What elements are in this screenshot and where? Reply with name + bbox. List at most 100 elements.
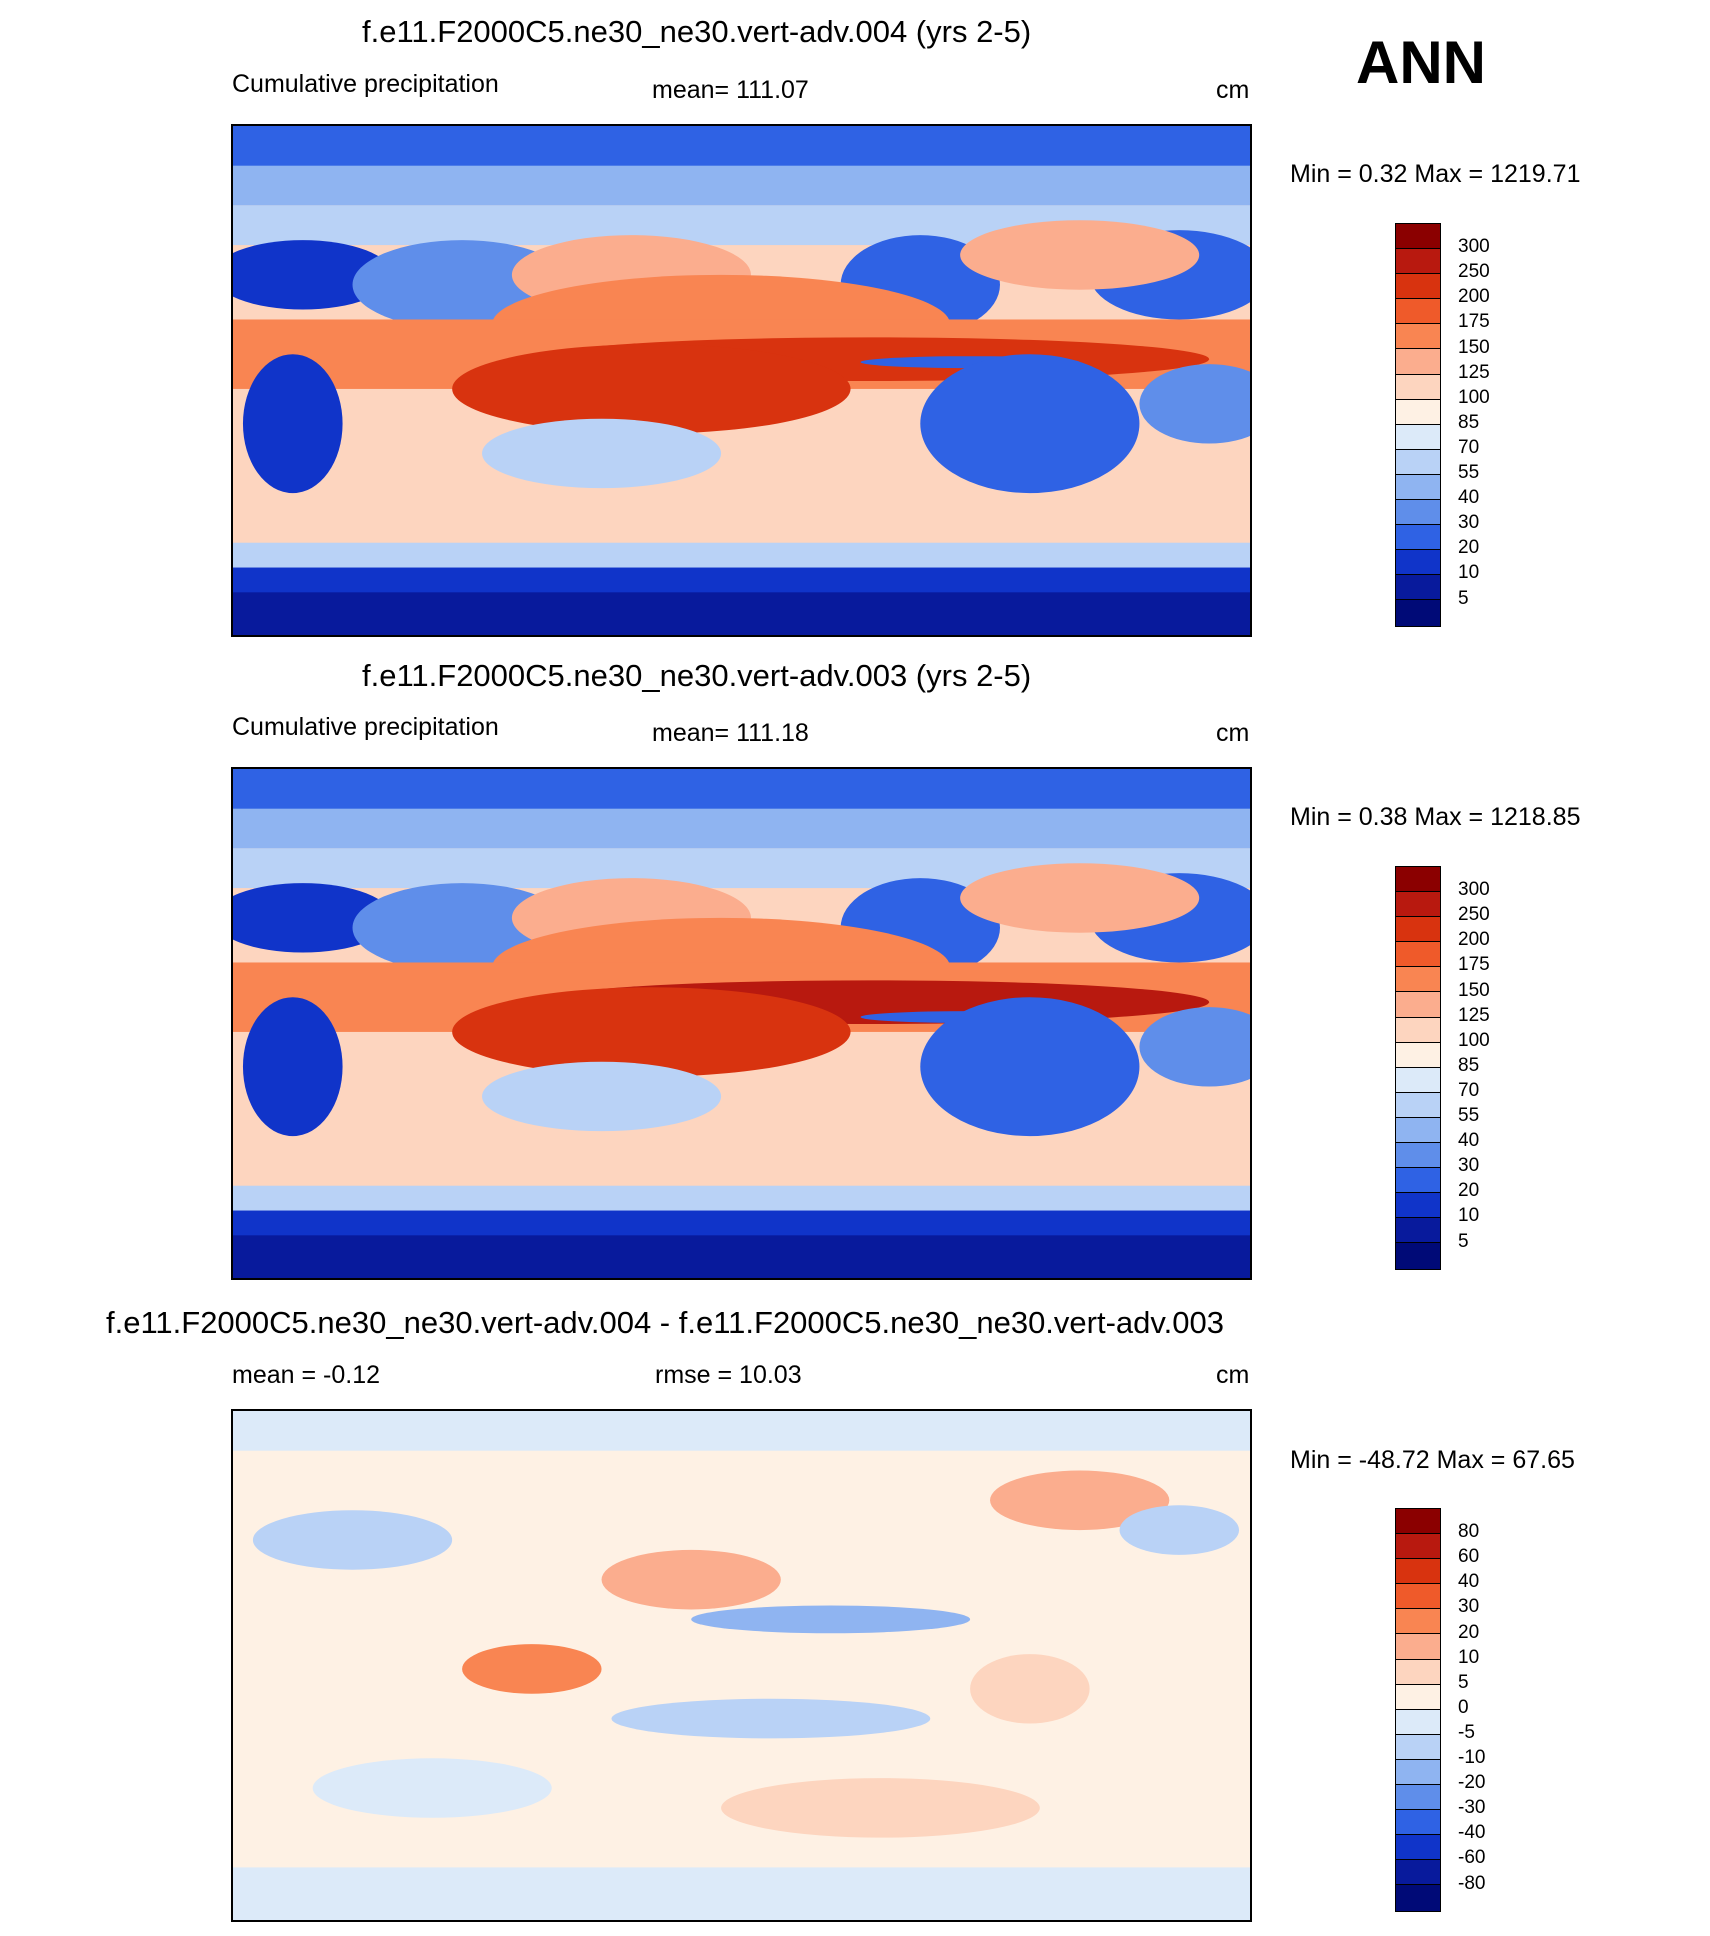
colorbar-box (1396, 1759, 1440, 1786)
colorbar-tick-label: 10 (1458, 562, 1480, 584)
colorbar-box (1396, 1509, 1440, 1535)
colorbar-tick-label: 250 (1458, 904, 1490, 926)
colorbar-box (1396, 967, 1440, 993)
colorbar-tick-label: 20 (1458, 537, 1480, 559)
colorbar-tick-label: 150 (1458, 336, 1490, 358)
panel3-colorbar (1395, 1508, 1441, 1912)
colorbar-box (1396, 600, 1440, 626)
colorbar-box (1396, 1734, 1440, 1760)
panel1-precip-field (233, 126, 1250, 635)
colorbar-tick-label: 20 (1458, 1621, 1480, 1643)
panel1-variable-label: Cumulative precipitation (232, 70, 499, 98)
colorbar-box (1396, 1117, 1440, 1144)
colorbar-box (1396, 374, 1440, 400)
colorbar-box (1396, 299, 1440, 325)
panel3-colorbar-boxes (1396, 1509, 1440, 1911)
panel3-rmse-label: rmse = 10.03 (655, 1361, 802, 1389)
panel1-title: f.e11.F2000C5.ne30_ne30.vert-adv.004 (yr… (362, 14, 1032, 49)
colorbar-box (1396, 1810, 1440, 1836)
colorbar-box (1396, 942, 1440, 968)
colorbar-box (1396, 575, 1440, 601)
panel1-colorbar (1395, 223, 1441, 627)
colorbar-box (1396, 1634, 1440, 1660)
colorbar-box (1396, 349, 1440, 375)
colorbar-tick-label: 60 (1458, 1546, 1480, 1568)
colorbar-tick-label: -5 (1458, 1721, 1475, 1743)
colorbar-tick-label: 85 (1458, 1054, 1480, 1076)
colorbar-tick-label: 250 (1458, 261, 1490, 283)
panel1-units-label: cm (1216, 76, 1250, 104)
colorbar-box (1396, 1092, 1440, 1118)
colorbar-tick-label: 5 (1458, 587, 1469, 609)
colorbar-tick-label: 150 (1458, 979, 1490, 1001)
colorbar-tick-label: 175 (1458, 954, 1490, 976)
panel1-mean-label: mean= 111.07 (652, 76, 809, 104)
colorbar-box (1396, 500, 1440, 526)
panel2-mean-label: mean= 111.18 (652, 719, 809, 747)
panel3-difference-field (233, 1411, 1250, 1920)
colorbar-box (1396, 1684, 1440, 1710)
panel2-variable-label: Cumulative precipitation (232, 713, 499, 741)
panel3-mean-label: mean = -0.12 (232, 1361, 381, 1389)
colorbar-box (1396, 1659, 1440, 1685)
colorbar-box (1396, 1860, 1440, 1886)
colorbar-box (1396, 1243, 1440, 1269)
panel2-minmax-label: Min = 0.38 Max = 1218.85 (1290, 803, 1581, 831)
colorbar-tick-label: 300 (1458, 879, 1490, 901)
colorbar-tick-label: 40 (1458, 1571, 1480, 1593)
colorbar-box (1396, 917, 1440, 943)
colorbar-box (1396, 474, 1440, 501)
panel1-minmax-label: Min = 0.32 Max = 1219.71 (1290, 160, 1581, 188)
colorbar-box (1396, 550, 1440, 576)
colorbar-tick-label: 20 (1458, 1180, 1480, 1202)
colorbar-tick-label: 10 (1458, 1205, 1480, 1227)
colorbar-tick-label: 40 (1458, 1130, 1480, 1152)
colorbar-box (1396, 249, 1440, 275)
colorbar-tick-label: 80 (1458, 1521, 1480, 1543)
colorbar-tick-label: 55 (1458, 462, 1480, 483)
colorbar-tick-label: 5 (1458, 1671, 1469, 1693)
colorbar-tick-label: 125 (1458, 361, 1490, 383)
colorbar-box (1396, 1609, 1440, 1635)
colorbar-tick-label: 30 (1458, 512, 1480, 534)
colorbar-box (1396, 1835, 1440, 1861)
panel3-title: f.e11.F2000C5.ne30_ne30.vert-adv.004 - f… (106, 1305, 1224, 1340)
panel2-units-label: cm (1216, 719, 1250, 747)
colorbar-box (1396, 1193, 1440, 1219)
colorbar-box (1396, 424, 1440, 450)
colorbar-tick-label: 70 (1458, 1079, 1480, 1101)
panel3-units-label: cm (1216, 1361, 1250, 1389)
colorbar-box (1396, 224, 1440, 250)
colorbar-box (1396, 867, 1440, 893)
colorbar-box (1396, 1534, 1440, 1560)
colorbar-tick-label: 125 (1458, 1004, 1490, 1026)
panel1-map (231, 124, 1252, 637)
colorbar-box (1396, 892, 1440, 918)
season-label: ANN (1356, 29, 1486, 96)
colorbar-box (1396, 1067, 1440, 1093)
colorbar-box (1396, 1168, 1440, 1194)
colorbar-tick-label: 100 (1458, 1029, 1490, 1051)
colorbar-tick-label: 40 (1458, 487, 1480, 509)
colorbar-box (1396, 525, 1440, 551)
colorbar-tick-label: 200 (1458, 929, 1490, 951)
colorbar-tick-label: 175 (1458, 311, 1490, 333)
panel2-map (231, 767, 1252, 1280)
colorbar-tick-label: -80 (1458, 1872, 1486, 1894)
panel2-title: f.e11.F2000C5.ne30_ne30.vert-adv.003 (yr… (362, 658, 1032, 693)
panel3-map (231, 1409, 1252, 1922)
panel2-colorbar (1395, 866, 1441, 1270)
panel2-precip-field (233, 769, 1250, 1278)
colorbar-box (1396, 1017, 1440, 1043)
colorbar-box (1396, 1559, 1440, 1585)
colorbar-box (1396, 274, 1440, 300)
colorbar-tick-label: -40 (1458, 1822, 1486, 1844)
colorbar-tick-label: 10 (1458, 1646, 1480, 1668)
colorbar-tick-label: 30 (1458, 1155, 1480, 1177)
colorbar-tick-label: 100 (1458, 386, 1490, 408)
panel1-colorbar-boxes (1396, 224, 1440, 626)
colorbar-tick-label: 0 (1458, 1696, 1469, 1718)
colorbar-box (1396, 1218, 1440, 1244)
colorbar-box (1396, 449, 1440, 475)
colorbar-tick-label: 30 (1458, 1596, 1480, 1618)
